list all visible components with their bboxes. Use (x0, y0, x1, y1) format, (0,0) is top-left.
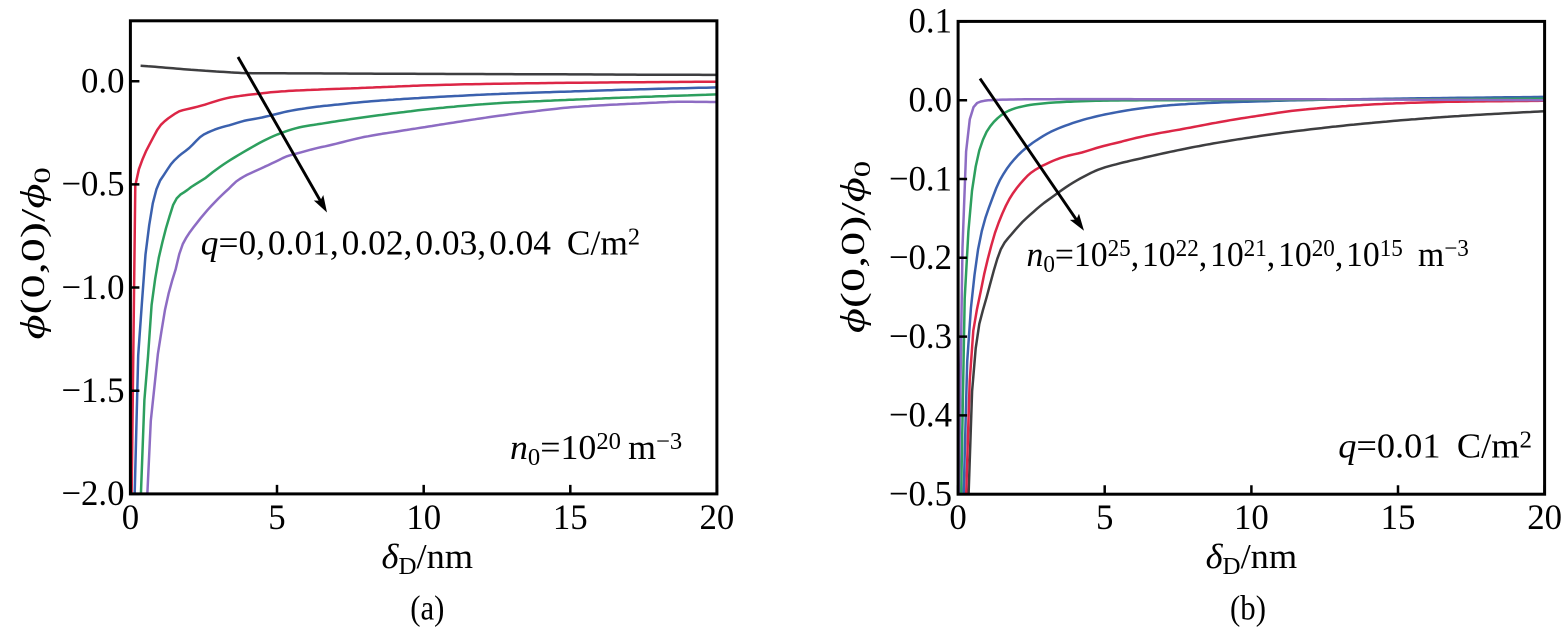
svg-text:(b): (b) (1230, 590, 1266, 628)
svg-text:0.0: 0.0 (81, 61, 124, 100)
svg-text:0.1: 0.1 (909, 1, 952, 40)
svg-text:δD/nm: δD/nm (382, 537, 474, 580)
svg-text:−1.0: −1.0 (61, 267, 124, 306)
svg-text:δD/nm: δD/nm (1206, 537, 1298, 580)
svg-text:−0.2: −0.2 (889, 238, 952, 277)
svg-text:ϕ(0,0)/ϕ0: ϕ(0,0)/ϕ0 (15, 167, 56, 339)
svg-text:0.0: 0.0 (909, 80, 952, 119)
svg-text:−0.3: −0.3 (889, 317, 952, 356)
svg-text:−0.4: −0.4 (889, 395, 953, 434)
svg-text:15: 15 (1381, 498, 1416, 537)
svg-text:q=0.01 C/m2: q=0.01 C/m2 (1338, 426, 1532, 465)
svg-text:0: 0 (122, 498, 139, 537)
svg-text:(a): (a) (410, 590, 444, 628)
svg-text:n0=1025, 1022, 1021, 1020, 101: n0=1025, 1022, 1021, 1020, 1015 m−3 (1027, 235, 1469, 278)
svg-text:q=0, 0.01, 0.02, 0.03, 0.04 C: q=0, 0.01, 0.02, 0.03, 0.04 C/m2 (201, 223, 640, 262)
svg-text:ϕ(0,0)/ϕ0: ϕ(0,0)/ϕ0 (835, 161, 876, 333)
svg-text:10: 10 (1234, 498, 1269, 537)
svg-text:15: 15 (553, 498, 588, 537)
svg-text:n0=1020 m−3: n0=1020 m−3 (510, 427, 682, 471)
svg-text:0: 0 (949, 498, 966, 537)
svg-text:5: 5 (268, 498, 285, 537)
svg-text:−0.5: −0.5 (61, 164, 124, 203)
svg-text:10: 10 (406, 498, 441, 537)
svg-text:5: 5 (1096, 498, 1113, 537)
svg-text:20: 20 (700, 498, 735, 537)
svg-text:20: 20 (1527, 498, 1562, 537)
svg-text:−1.5: −1.5 (61, 371, 124, 410)
svg-text:−2.0: −2.0 (61, 474, 124, 513)
svg-text:−0.1: −0.1 (889, 159, 952, 198)
svg-text:−0.5: −0.5 (889, 474, 952, 513)
